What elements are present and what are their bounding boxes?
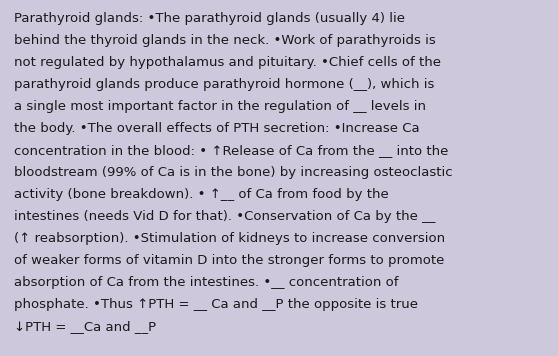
Text: the body. •The overall effects of PTH secretion: •Increase Ca: the body. •The overall effects of PTH se… [14, 122, 420, 135]
Text: (↑ reabsorption). •Stimulation of kidneys to increase conversion: (↑ reabsorption). •Stimulation of kidney… [14, 232, 445, 245]
Text: of weaker forms of vitamin D into the stronger forms to promote: of weaker forms of vitamin D into the st… [14, 254, 444, 267]
Text: phosphate. •Thus ↑PTH = __ Ca and __P the opposite is true: phosphate. •Thus ↑PTH = __ Ca and __P th… [14, 298, 418, 311]
Text: a single most important factor in the regulation of __ levels in: a single most important factor in the re… [14, 100, 426, 113]
Text: bloodstream (99% of Ca is in the bone) by increasing osteoclastic: bloodstream (99% of Ca is in the bone) b… [14, 166, 453, 179]
Text: not regulated by hypothalamus and pituitary. •Chief cells of the: not regulated by hypothalamus and pituit… [14, 56, 441, 69]
Text: intestines (needs Vid D for that). •Conservation of Ca by the __: intestines (needs Vid D for that). •Cons… [14, 210, 435, 223]
Text: parathyroid glands produce parathyroid hormone (__), which is: parathyroid glands produce parathyroid h… [14, 78, 434, 91]
Text: behind the thyroid glands in the neck. •Work of parathyroids is: behind the thyroid glands in the neck. •… [14, 35, 436, 47]
Text: absorption of Ca from the intestines. •__ concentration of: absorption of Ca from the intestines. •_… [14, 276, 398, 289]
Text: concentration in the blood: • ↑Release of Ca from the __ into the: concentration in the blood: • ↑Release o… [14, 144, 448, 157]
Text: Parathyroid glands: •The parathyroid glands (usually 4) lie: Parathyroid glands: •The parathyroid gla… [14, 12, 405, 26]
Text: ↓PTH = __Ca and __P: ↓PTH = __Ca and __P [14, 320, 156, 333]
Text: activity (bone breakdown). • ↑__ of Ca from food by the: activity (bone breakdown). • ↑__ of Ca f… [14, 188, 389, 201]
